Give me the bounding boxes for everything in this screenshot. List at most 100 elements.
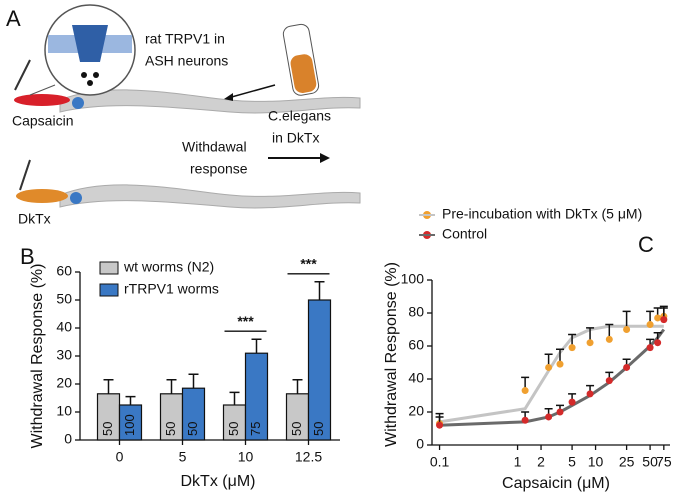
capsaicin-drop — [14, 94, 70, 106]
point — [646, 321, 654, 329]
y-tick-label: 60 — [56, 263, 72, 279]
capsaicin-label: Capsaicin — [12, 113, 73, 129]
ligand — [87, 80, 93, 86]
panel-letter: A — [6, 6, 21, 31]
worm — [59, 184, 361, 209]
y-axis-label: Withdrawal Response (%) — [383, 262, 400, 447]
y-tick-label: 30 — [56, 347, 72, 363]
point — [623, 363, 631, 371]
x-tick-label: 75 — [656, 454, 672, 470]
y-tick-label: 20 — [56, 375, 72, 391]
y-tick-label: 60 — [408, 337, 424, 353]
inset-label: rat TRPV1 in — [145, 31, 225, 47]
point — [623, 326, 631, 333]
x-tick-label: 50 — [642, 454, 658, 470]
tube-label: in DkTx — [272, 130, 319, 146]
legend-swatch — [99, 283, 119, 297]
n-label: 50 — [185, 422, 200, 436]
legend-swatch — [99, 261, 119, 275]
y-axis-label: Withdrawal Response (%) — [29, 264, 46, 449]
n-label: 50 — [289, 422, 304, 436]
fit-line — [439, 324, 664, 424]
y-tick-label: 0 — [64, 431, 72, 447]
worm — [59, 89, 361, 114]
pipette — [19, 159, 31, 191]
panel-letter: B — [20, 244, 35, 269]
y-tick-label: 0 — [416, 436, 424, 452]
point — [586, 339, 594, 347]
x-tick-label: 12.5 — [295, 449, 322, 465]
n-label: 75 — [248, 422, 263, 436]
x-tick-label: 5 — [568, 454, 576, 470]
n-label: 50 — [100, 422, 115, 436]
y-tick-label: 80 — [408, 304, 424, 320]
x-tick-label: 0.1 — [430, 454, 450, 470]
legend-label: wt worms (N2) — [123, 259, 214, 275]
pipette — [14, 59, 31, 91]
error-bar — [166, 379, 177, 394]
point — [605, 335, 613, 343]
response-label: Withdawal — [182, 139, 247, 155]
arrow-head — [320, 153, 330, 163]
point — [605, 377, 613, 385]
x-tick-label: 1 — [514, 454, 522, 470]
y-tick-label: 40 — [56, 319, 72, 335]
tube-liquid — [290, 54, 317, 93]
point — [568, 398, 576, 406]
channel — [72, 25, 108, 62]
response-label: response — [190, 161, 248, 177]
ligand — [81, 72, 87, 78]
x-axis-label: Capsaicin (μM) — [502, 475, 610, 492]
x-tick-label: 0 — [116, 449, 124, 465]
n-label: 50 — [311, 422, 326, 436]
error-bar — [229, 391, 240, 405]
point — [556, 360, 564, 368]
inset-label: ASH neurons — [145, 53, 228, 69]
legend-label: Control — [442, 226, 487, 242]
point — [654, 314, 662, 322]
point — [660, 316, 668, 324]
significance-label: *** — [237, 313, 254, 329]
point — [654, 339, 662, 347]
legend-label: rTRPV1 worms — [124, 281, 219, 297]
point — [521, 416, 529, 424]
point — [568, 344, 576, 352]
panel-letter: C — [638, 232, 654, 257]
x-tick-label: 25 — [619, 454, 635, 470]
n-label: 50 — [226, 422, 241, 436]
x-tick-label: 10 — [238, 449, 254, 465]
error-bar — [188, 373, 199, 389]
significance-label: *** — [300, 256, 317, 272]
x-tick-label: 2 — [537, 454, 545, 470]
arrow — [227, 84, 276, 99]
inset-line — [29, 84, 56, 96]
panel-a: A rat TRPV1 in ASH neurons C.elegans in … — [6, 4, 361, 227]
point — [586, 390, 594, 398]
point — [436, 421, 444, 429]
point — [556, 408, 564, 416]
x-tick-label: 10 — [588, 454, 604, 470]
point — [646, 344, 654, 352]
legend-label: Pre-incubation with DkTx (5 μM) — [442, 206, 642, 222]
y-tick-label: 20 — [408, 403, 424, 419]
error-bar — [251, 338, 262, 354]
x-axis-label: DkTx (μM) — [181, 473, 256, 490]
bar — [307, 299, 332, 441]
error-bar — [292, 379, 303, 394]
dktx-drop — [16, 189, 68, 203]
point — [521, 387, 529, 395]
tube-label: C.elegans — [268, 108, 331, 124]
fit-line — [439, 328, 666, 427]
ligand — [93, 72, 99, 78]
x-tick-label: 5 — [179, 449, 187, 465]
error-bar — [125, 395, 136, 405]
neuron — [70, 192, 82, 204]
y-tick-label: 40 — [408, 370, 424, 386]
point — [545, 413, 553, 421]
y-tick-label: 10 — [56, 403, 72, 419]
dktx-label: DkTx — [18, 211, 51, 227]
arrow-head — [224, 93, 233, 101]
neuron — [72, 97, 84, 109]
n-label: 100 — [122, 414, 137, 436]
